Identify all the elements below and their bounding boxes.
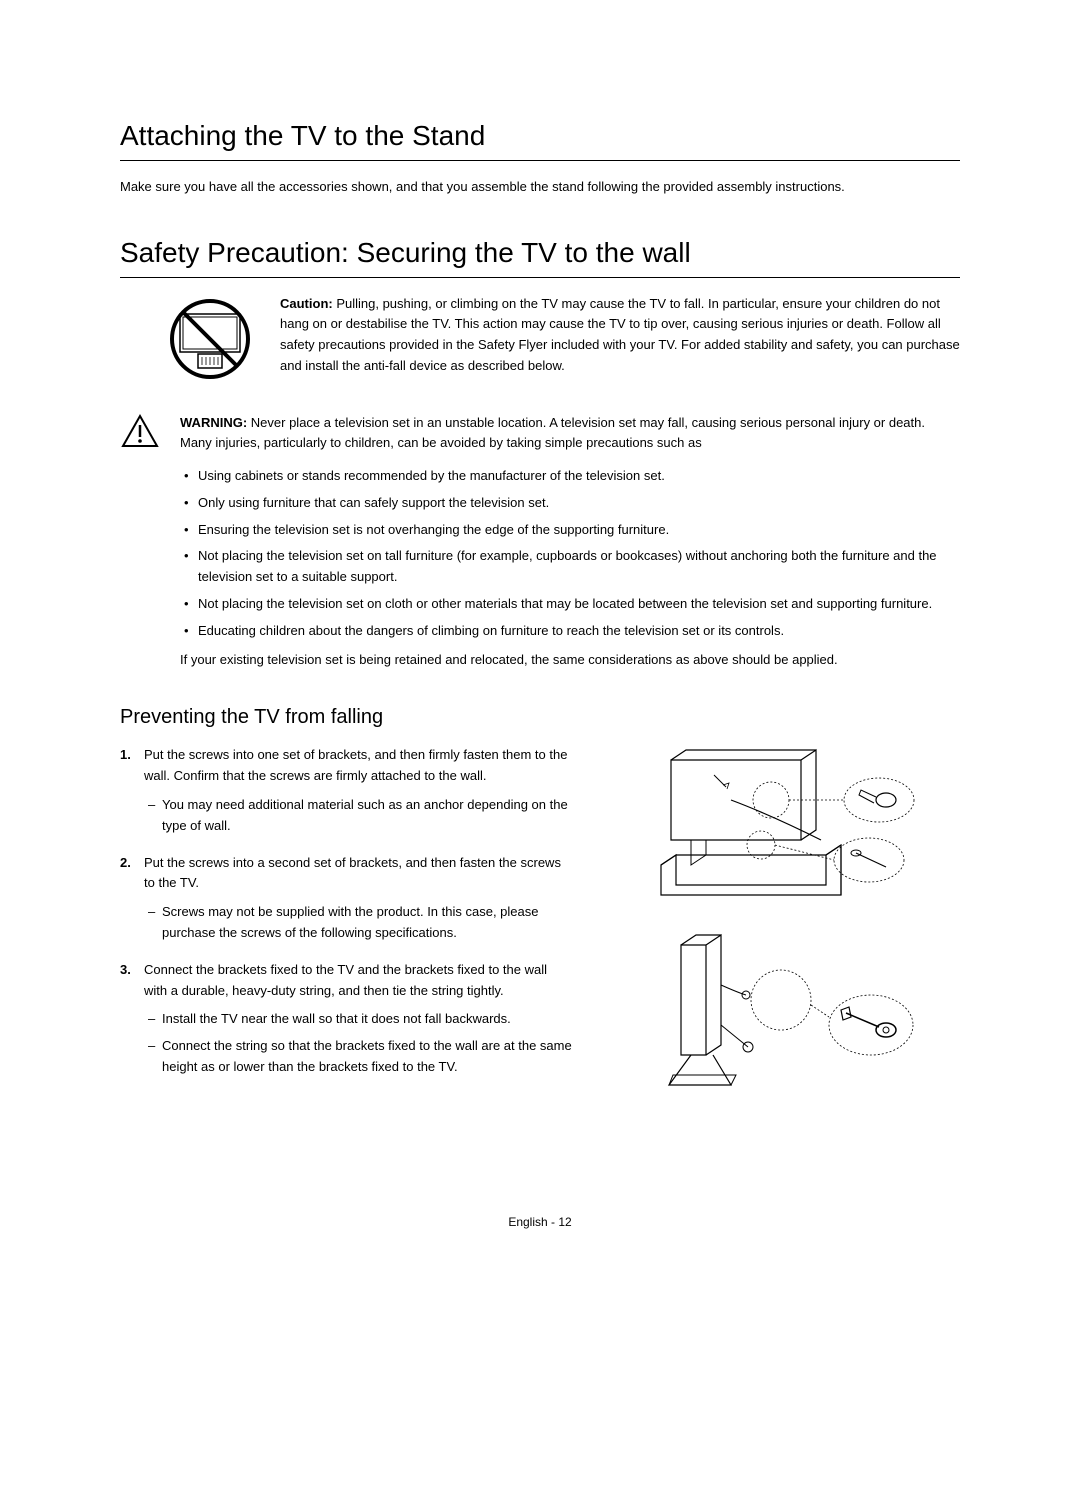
warning-paragraph: WARNING: Never place a television set in… xyxy=(180,413,960,455)
bullet-item: Using cabinets or stands recommended by … xyxy=(180,466,960,487)
step-text: Connect the brackets fixed to the TV and… xyxy=(144,962,547,998)
warning-triangle-icon xyxy=(120,413,160,454)
tv-stand-bracket-diagram xyxy=(612,745,960,905)
bullet-item: Not placing the television set on cloth … xyxy=(180,594,960,615)
preventing-title: Preventing the TV from falling xyxy=(120,706,960,729)
warning-label: WARNING: xyxy=(180,415,247,430)
caution-row: Caution: Pulling, pushing, or climbing o… xyxy=(120,294,960,389)
caution-paragraph: Caution: Pulling, pushing, or climbing o… xyxy=(280,294,960,377)
tv-prohibition-icon xyxy=(120,294,240,389)
bullet-item: Not placing the television set on tall f… xyxy=(180,546,960,588)
step-sublist: Install the TV near the wall so that it … xyxy=(144,1009,572,1077)
step-sublist: Screws may not be supplied with the prod… xyxy=(144,902,572,944)
section1-title: Attaching the TV to the Stand xyxy=(120,120,960,161)
sub-item: Screws may not be supplied with the prod… xyxy=(144,902,572,944)
section1-intro: Make sure you have all the accessories s… xyxy=(120,177,960,197)
step-text: Put the screws into a second set of brac… xyxy=(144,855,561,891)
step-item: Put the screws into one set of brackets,… xyxy=(120,745,572,836)
warning-content: WARNING: Never place a television set in… xyxy=(180,413,960,695)
sub-item: Install the TV near the wall so that it … xyxy=(144,1009,572,1030)
sub-item: You may need additional material such as… xyxy=(144,795,572,837)
step-text: Put the screws into one set of brackets,… xyxy=(144,747,567,783)
sub-item: Connect the string so that the brackets … xyxy=(144,1036,572,1078)
section2-title: Safety Precaution: Securing the TV to th… xyxy=(120,237,960,278)
warning-closing: If your existing television set is being… xyxy=(180,650,960,671)
bullet-item: Educating children about the dangers of … xyxy=(180,621,960,642)
step-sublist: You may need additional material such as… xyxy=(144,795,572,837)
warning-body: Never place a television set in an unsta… xyxy=(180,415,925,451)
step-item: Connect the brackets fixed to the TV and… xyxy=(120,960,572,1078)
page-footer: English - 12 xyxy=(120,1215,960,1229)
two-column-layout: Put the screws into one set of brackets,… xyxy=(120,745,960,1095)
steps-column: Put the screws into one set of brackets,… xyxy=(120,745,572,1095)
bullet-item: Ensuring the television set is not overh… xyxy=(180,520,960,541)
caution-body: Pulling, pushing, or climbing on the TV … xyxy=(280,296,960,373)
ordered-steps: Put the screws into one set of brackets,… xyxy=(120,745,572,1077)
tv-mount-anchor-diagram xyxy=(612,925,960,1095)
step-item: Put the screws into a second set of brac… xyxy=(120,853,572,944)
warning-row: WARNING: Never place a television set in… xyxy=(120,413,960,695)
bullet-item: Only using furniture that can safely sup… xyxy=(180,493,960,514)
caution-label: Caution: xyxy=(280,296,333,311)
diagrams-column xyxy=(612,745,960,1095)
warning-bullets: Using cabinets or stands recommended by … xyxy=(180,466,960,642)
